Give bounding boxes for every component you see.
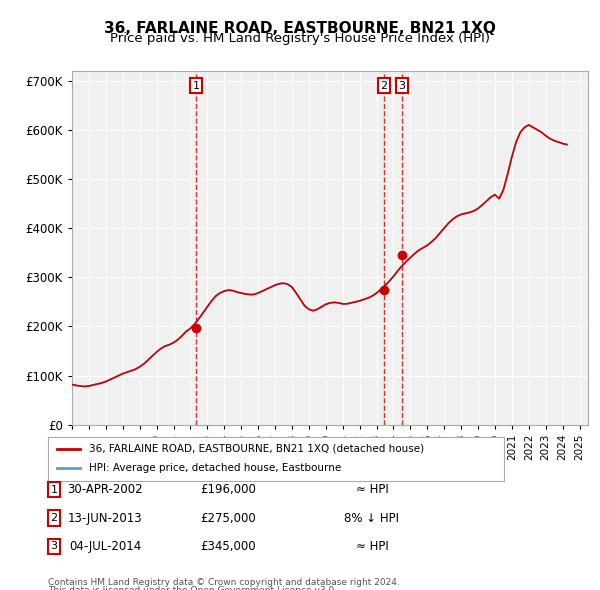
Text: 3: 3 <box>398 81 406 90</box>
Text: 04-JUL-2014: 04-JUL-2014 <box>69 540 141 553</box>
Text: 1: 1 <box>50 485 58 494</box>
Text: This data is licensed under the Open Government Licence v3.0.: This data is licensed under the Open Gov… <box>48 586 337 590</box>
Text: 36, FARLAINE ROAD, EASTBOURNE, BN21 1XQ: 36, FARLAINE ROAD, EASTBOURNE, BN21 1XQ <box>104 21 496 35</box>
Text: 30-APR-2002: 30-APR-2002 <box>67 483 143 496</box>
Text: 13-JUN-2013: 13-JUN-2013 <box>68 512 142 525</box>
Text: 2: 2 <box>380 81 388 90</box>
Text: ≈ HPI: ≈ HPI <box>356 540 388 553</box>
Text: 2: 2 <box>50 513 58 523</box>
Text: 1: 1 <box>193 81 200 90</box>
Text: HPI: Average price, detached house, Eastbourne: HPI: Average price, detached house, East… <box>89 464 341 473</box>
Text: Price paid vs. HM Land Registry's House Price Index (HPI): Price paid vs. HM Land Registry's House … <box>110 32 490 45</box>
Text: 3: 3 <box>50 542 58 551</box>
Text: ≈ HPI: ≈ HPI <box>356 483 388 496</box>
Text: 8% ↓ HPI: 8% ↓ HPI <box>344 512 400 525</box>
Text: £196,000: £196,000 <box>200 483 256 496</box>
Text: £345,000: £345,000 <box>200 540 256 553</box>
Text: Contains HM Land Registry data © Crown copyright and database right 2024.: Contains HM Land Registry data © Crown c… <box>48 578 400 587</box>
Text: 36, FARLAINE ROAD, EASTBOURNE, BN21 1XQ (detached house): 36, FARLAINE ROAD, EASTBOURNE, BN21 1XQ … <box>89 444 424 454</box>
Text: £275,000: £275,000 <box>200 512 256 525</box>
